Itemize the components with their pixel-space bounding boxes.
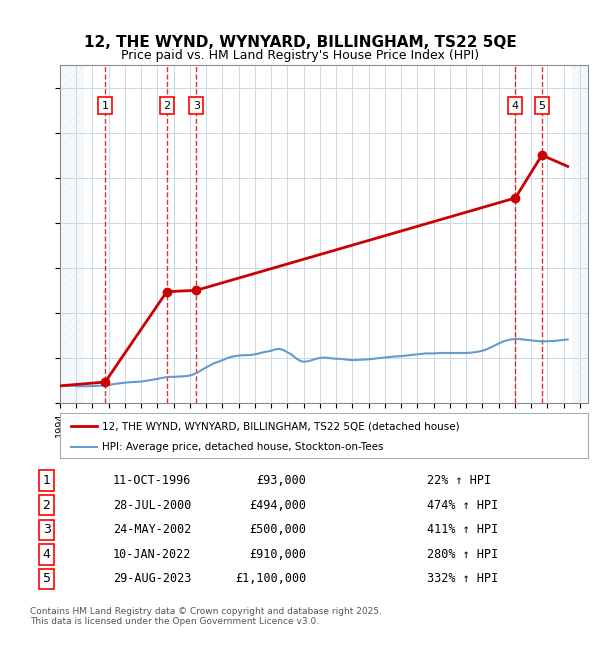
Text: 24-MAY-2002: 24-MAY-2002 [113, 523, 191, 536]
Text: £494,000: £494,000 [249, 499, 306, 512]
Text: £93,000: £93,000 [256, 474, 306, 487]
Text: 10-JAN-2022: 10-JAN-2022 [113, 548, 191, 561]
Text: 12, THE WYND, WYNYARD, BILLINGHAM, TS22 5QE: 12, THE WYND, WYNYARD, BILLINGHAM, TS22 … [83, 34, 517, 50]
Text: 1: 1 [101, 101, 109, 111]
Text: 12, THE WYND, WYNYARD, BILLINGHAM, TS22 5QE (detached house): 12, THE WYND, WYNYARD, BILLINGHAM, TS22 … [102, 421, 460, 432]
Text: 3: 3 [193, 101, 200, 111]
Text: 22% ↑ HPI: 22% ↑ HPI [427, 474, 491, 487]
Text: Contains HM Land Registry data © Crown copyright and database right 2025.
This d: Contains HM Land Registry data © Crown c… [30, 607, 382, 627]
Text: 5: 5 [538, 101, 545, 111]
Text: 4: 4 [512, 101, 519, 111]
Text: 28-JUL-2000: 28-JUL-2000 [113, 499, 191, 512]
Text: 5: 5 [43, 573, 50, 586]
Text: 11-OCT-1996: 11-OCT-1996 [113, 474, 191, 487]
Text: 3: 3 [43, 523, 50, 536]
Text: £500,000: £500,000 [249, 523, 306, 536]
Text: 1: 1 [43, 474, 50, 487]
Text: 332% ↑ HPI: 332% ↑ HPI [427, 573, 499, 586]
Text: 2: 2 [43, 499, 50, 512]
Text: 411% ↑ HPI: 411% ↑ HPI [427, 523, 499, 536]
Text: £910,000: £910,000 [249, 548, 306, 561]
Text: 4: 4 [43, 548, 50, 561]
Text: Price paid vs. HM Land Registry's House Price Index (HPI): Price paid vs. HM Land Registry's House … [121, 49, 479, 62]
Text: 29-AUG-2023: 29-AUG-2023 [113, 573, 191, 586]
Text: £1,100,000: £1,100,000 [235, 573, 306, 586]
Bar [60, 65, 85, 403]
Text: 280% ↑ HPI: 280% ↑ HPI [427, 548, 499, 561]
Text: 2: 2 [163, 101, 170, 111]
Text: HPI: Average price, detached house, Stockton-on-Tees: HPI: Average price, detached house, Stoc… [102, 442, 384, 452]
Text: 474% ↑ HPI: 474% ↑ HPI [427, 499, 499, 512]
Bar [572, 65, 588, 403]
